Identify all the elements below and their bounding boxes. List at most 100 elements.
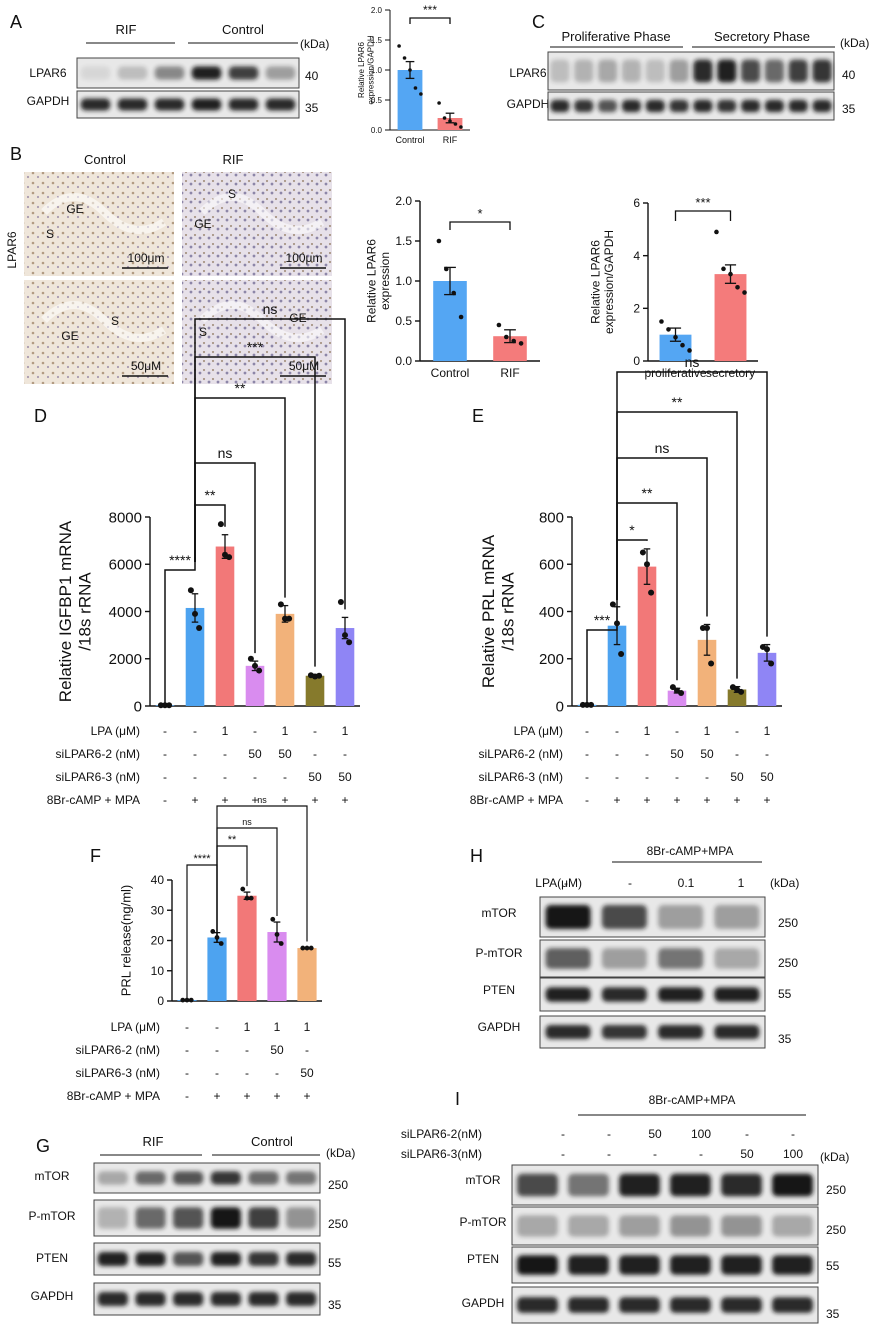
lane-0: - [564,876,568,890]
panel-e-chart-significance: ** [672,394,683,410]
panel-f-chart-y-tick-label: 40 [151,873,165,887]
panel-e-chart-data-point [648,589,655,596]
panel-d-chart-significance: ** [205,487,216,503]
panel-e-chart-condition-value: - [645,747,649,761]
panel-f-chart-significance: ns [242,817,252,827]
panel-f-chart-condition-value: - [185,1066,189,1080]
panel-e-chart-bar [637,566,657,706]
panel-i-mtor-membrane [511,1164,819,1206]
panel-e-chart-condition-label: 8Br-cAMP + MPA [470,793,563,807]
row-label-p-mtor: P-mTOR [459,1215,506,1229]
panel-c-gapdh-band [645,99,665,113]
ihc-region-label: S [46,227,54,241]
panel-a-blot: RIF Control (kDa) LPAR6 GAPDH 40 35 [27,22,330,115]
panel-a-chart-y-axis-label-line: Relative LPAR6 [357,42,366,98]
panel-b-ihc: Control RIF LPAR6 [5,152,244,269]
panel-e-chart-condition-value: 1 [704,724,711,738]
panel-d-chart-condition-value: 1 [282,724,289,738]
panel-d-chart-bar [215,546,235,706]
ihc-scale-label: 100μm [286,251,323,265]
panel-i-si2-value: - [791,1127,795,1141]
row-label-mtor: mTOR [34,1169,69,1183]
panel-b-chart-data-point [518,341,524,346]
panel-e-chart-condition-value: - [615,770,619,784]
panel-f-chart-condition-value: + [243,1089,250,1103]
group-label-control: Control [251,1134,293,1149]
panel-c-chart-data-point [714,229,719,235]
panel-i-pten-band [619,1255,660,1275]
panel-i-p-mtor-band [619,1215,660,1237]
panel-letter-f: F [90,846,101,866]
panel-g-mtor-band [248,1171,279,1185]
row-label-pten: PTEN [467,1252,499,1266]
panel-c-lpar6-band [574,59,594,83]
panel-e-chart-condition-value: - [615,724,619,738]
panel-e-chart-data-point [738,688,745,695]
panel-a-chart-data-point [437,101,441,105]
panel-e-chart-condition-value: - [735,747,739,761]
kda-header: (kDa) [840,36,869,50]
panel-d-chart-condition-value: 1 [222,724,229,738]
panel-d-chart-significance: ** [235,380,246,396]
panel-d-chart-condition-value: - [163,793,167,807]
panel-c-chart-significance: *** [695,195,710,210]
panel-d-chart-data-point [342,632,348,639]
panel-e-chart-data-point [644,561,650,568]
panel-d-chart-y-tick-label: 4000 [109,604,142,621]
panel-i-mtor-band [772,1173,813,1197]
panel-g-gapdh-band [97,1291,128,1307]
panel-c-chart-bar [714,274,747,361]
panel-e-chart-condition-value: 50 [700,747,714,761]
panel-h-mtor-band [545,905,591,929]
ihc-region-label: GE [66,202,83,216]
panel-e-chart-data-point [609,601,616,608]
panel-e-chart-significance: *** [594,612,611,628]
panel-d-chart-bar [305,675,325,706]
kda-35: 35 [842,102,856,116]
panel-f-chart-condition-value: - [215,1020,219,1034]
panel-a-gapdh-band [265,98,296,111]
panel-e-chart-condition-value: 50 [670,747,684,761]
panel-e-chart-bar [697,639,717,706]
ihc-scale-label: 50μM [131,359,161,373]
panel-letter-e: E [472,406,484,426]
panel-h-mtor-band [601,905,647,929]
panel-h-p-mtor-band [714,948,760,969]
panel-e-chart-data-point [669,684,676,691]
panel-i-si2-value: - [561,1127,565,1141]
panel-a-chart-data-point [459,125,463,129]
panel-g-pten-band [248,1251,279,1267]
panel-e-chart-y-axis-label: Relative PRL mRNA/18s rRNA [479,534,518,688]
panel-a-gapdh-band [80,98,111,111]
row-label-mtor: mTOR [481,906,516,920]
panel-d-chart-y-tick-label: 6000 [109,557,142,574]
ihc-region-label: GE [289,311,306,325]
kda-250: 250 [328,1217,348,1231]
panel-g-mtor-band [173,1171,204,1185]
panel-c-chart-bracket [674,210,732,221]
panel-g-mtor-membrane [93,1162,321,1194]
panel-i-mtor-band [568,1173,609,1197]
panel-d-chart-condition-value: - [313,724,317,738]
panel-i-pten-band [670,1255,711,1275]
panel-f-chart-condition-value: - [275,1066,279,1080]
panel-f-chart-condition-value: + [303,1089,310,1103]
panel-d-chart-data-point [286,615,293,622]
panel-c-lpar6-band [788,59,808,83]
panel-f-chart-condition-value: - [185,1020,189,1034]
panel-c-gapdh-band [812,99,832,113]
panel-g-pten-membrane [93,1242,321,1276]
panel-d-chart-condition-value: - [253,724,257,738]
panel-c-lpar6-band [645,59,665,83]
panel-d-chart-data-point [247,655,254,662]
panel-d-chart-condition-label: LPA (μM) [91,724,140,738]
panel-i-si2-value: - [745,1127,749,1141]
panel-g-mtor-band [210,1171,241,1185]
panel-b-chart-x-tick-label: RIF [500,366,519,380]
panel-e-chart-condition-value: 1 [644,724,651,738]
panel-b-chart-significance: * [477,206,482,221]
panel-a-chart-y-tick-label: 2.0 [371,6,383,15]
ihc-scale-label: 100μm [128,251,165,265]
panel-a-chart-y-tick-label: 0.5 [371,96,383,105]
panel-b-chart-y-axis-label: Relative LPAR6 expression [364,239,392,323]
